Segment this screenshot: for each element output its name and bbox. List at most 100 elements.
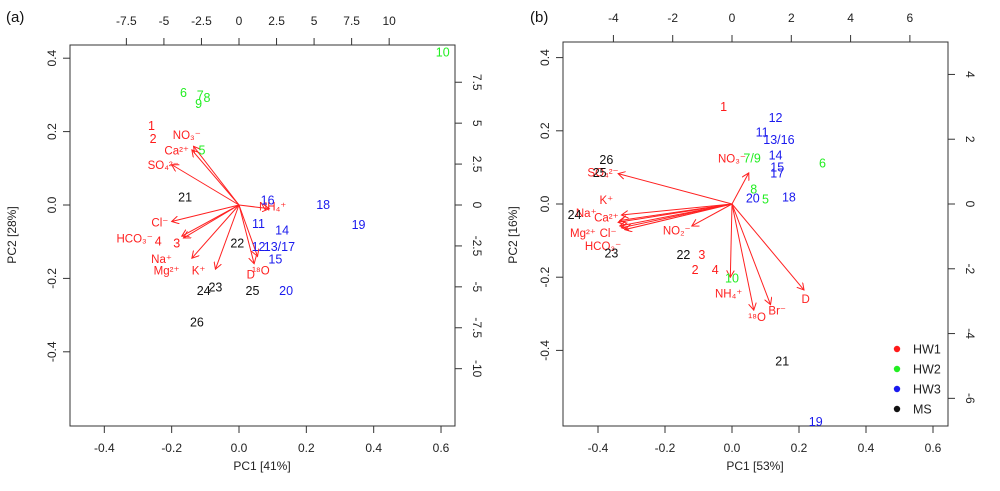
panel-b-observation-5: 5 <box>762 193 769 207</box>
legend-label-hw1: HW1 <box>913 343 941 357</box>
panel-b-label: (b) <box>530 9 548 26</box>
panel-a-observation-21: 21 <box>178 191 192 205</box>
panel-b-loading-arrows <box>618 173 804 310</box>
panel-a-top-tick-label: 7.5 <box>343 14 360 28</box>
panel-a-top-tick-label: 10 <box>382 14 396 28</box>
panel-a-loading-label-ca2: Ca²⁺ <box>164 146 189 158</box>
legend-label-hw2: HW2 <box>913 363 941 377</box>
panel-a-loading-arrow-no3 <box>194 146 240 206</box>
panel-b-observation-11: 11 <box>756 126 769 140</box>
panel-b-top-tick-label: -2 <box>667 11 678 25</box>
panel-b-observation-8: 8 <box>750 182 757 196</box>
panel-b-right-tick-label: 2 <box>963 136 977 143</box>
panel-a-bottom-axis: -0.4 -0.2 0.0 0.2 0.4 0.6 <box>94 426 450 455</box>
panel-a-loading-label-so4-2: SO₄²⁻ <box>148 160 179 172</box>
panel-b-loading-arrow-18o <box>731 203 754 310</box>
panel-a-observation-25: 25 <box>246 284 260 298</box>
panel-b-x-tick-label: 0.6 <box>925 441 942 455</box>
panel-b-observation-13-16: 13/16 <box>763 133 794 147</box>
panel-b-observation-labels: 1234567/9810111213/161415171819202122232… <box>568 100 826 429</box>
panel-a-x-tick-label: 0.0 <box>231 441 248 455</box>
panel-b-y-tick-label: -0.4 <box>538 340 552 361</box>
panel-a-top-tick-label: -5 <box>159 14 170 28</box>
panel-b-observation-18: 18 <box>782 190 796 204</box>
panel-b-observation-10: 10 <box>725 271 739 285</box>
panel-b-right-tick-label: -6 <box>963 393 977 404</box>
panel-b-observation-25: 25 <box>593 166 607 180</box>
panel-a-y-tick-label: -0.2 <box>45 268 59 289</box>
panel-b-x-tick-label: -0.4 <box>588 441 609 455</box>
panel-b-loading-arrow-d <box>731 203 804 290</box>
panel-a-observation-4: 4 <box>155 235 162 249</box>
panel-b-right-axis: 4 2 0 -2 -4 -6 <box>948 71 977 404</box>
panel-b: (b) -0.4 -0.2 0.0 0.2 0.4 0.6 0.40.20.0-0.2-0… <box>506 9 977 473</box>
panel-a-observation-8: 8 <box>204 91 211 105</box>
panel-a-observation-5: 5 <box>198 144 205 158</box>
panel-a-right-tick-label: 2.5 <box>470 156 484 173</box>
panel-a-loading-arrow-18o <box>238 204 258 256</box>
legend-label-ms: MS <box>913 403 932 417</box>
panel-b-observation-12: 12 <box>769 111 783 125</box>
panel-a-y-tick-label: 0.4 <box>45 50 59 67</box>
panel-b-loading-label-cl: Cl⁻ <box>600 228 617 240</box>
panel-b-observation-2: 2 <box>692 263 699 277</box>
legend-item-ms: MS <box>893 403 932 417</box>
panel-a-loading-arrow-cl <box>172 204 240 222</box>
panel-b-left-axis: 0.4 0.2 0.0 -0.2 -0.4 <box>538 49 563 361</box>
panel-b-right-tick-label: -4 <box>963 328 977 339</box>
panel-a-right-tick-label: 5 <box>470 120 484 127</box>
panel-a-right-axis: 7.5 5 2.5 0 -2.5 -5 -7.5 -10 <box>455 74 484 378</box>
panel-a-top-axis: -7.5 -5 -2.5 0 2.5 5 7.5 10 <box>116 14 396 45</box>
panel-b-loading-arrow-k <box>621 203 733 215</box>
panel-a-observation-24: 24 <box>197 284 211 298</box>
panel-b-x-tick-label: 0.0 <box>724 441 741 455</box>
panel-a-loading-arrows <box>172 146 270 269</box>
panel-a-right-tick-label: 0 <box>470 202 484 209</box>
panel-a-loading-arrow-k <box>215 204 240 269</box>
panel-b-right-tick-label: -2 <box>963 263 977 274</box>
panel-b-observation-24: 24 <box>568 208 582 222</box>
panel-b-top-axis: -4 -2 0 2 4 6 <box>608 11 914 42</box>
panel-a-loading-label-k: K⁺ <box>192 266 206 278</box>
legend-item-hw3: HW3 <box>893 383 941 397</box>
panel-a: (a) -0.4 -0.2 0.0 0.2 0.4 0.6 0.40.20.0-0.2-0… <box>5 9 484 473</box>
panel-b-top-tick-label: 6 <box>907 11 914 25</box>
panel-a-right-tick-label: 7.5 <box>470 74 484 91</box>
panel-b-loading-label-18o: ¹⁸O <box>748 312 766 324</box>
panel-a-observation-12: 12 <box>252 240 266 254</box>
panel-b-loading-label-d: D <box>802 294 810 306</box>
panel-b-observation-15: 15 <box>770 160 784 174</box>
panel-b-observation-1: 1 <box>720 100 727 114</box>
panel-a-observation-23: 23 <box>208 281 222 295</box>
panel-a-x-tick-label: -0.4 <box>94 441 115 455</box>
panel-a-observation-20: 20 <box>279 284 293 298</box>
legend-marker-ms <box>893 405 901 413</box>
panel-a-observation-26: 26 <box>190 315 204 329</box>
panel-a-observation-11: 11 <box>252 217 265 231</box>
legend-marker-hw2 <box>893 365 901 373</box>
panel-b-observation-21: 21 <box>775 354 789 368</box>
panel-a-observation-16: 16 <box>261 194 275 208</box>
panel-a-observation-19: 19 <box>352 218 366 232</box>
panel-a-loading-arrow-so4-2 <box>172 165 240 206</box>
panel-b-top-tick-label: 2 <box>788 11 795 25</box>
panel-b-top-tick-label: 0 <box>729 11 736 25</box>
panel-b-top-tick-label: 4 <box>847 11 854 25</box>
panel-a-label: (a) <box>6 9 24 26</box>
panel-b-loading-arrow-no2 <box>692 203 733 226</box>
panel-b-y-tick-label: 0.2 <box>538 122 552 139</box>
panel-a-y-axis-title: PC2 [28%] <box>5 206 19 263</box>
legend-item-hw2: HW2 <box>893 363 941 377</box>
legend-item-hw1: HW1 <box>893 343 941 357</box>
panel-a-loading-arrow-nh4 <box>238 205 269 209</box>
panel-b-loading-arrow-no3 <box>731 173 749 205</box>
panel-a-right-tick-label: -7.5 <box>470 317 484 338</box>
panel-a-observation-6: 6 <box>180 86 187 100</box>
panel-a-observation-14: 14 <box>275 224 289 238</box>
panel-a-y-tick-label: 0.0 <box>45 196 59 213</box>
panel-a-x-tick-label: -0.2 <box>161 441 182 455</box>
panel-a-loading-label-hco3: HCO₃⁻ <box>116 233 152 245</box>
panel-b-loading-label-no2: NO₂⁻ <box>663 225 691 237</box>
